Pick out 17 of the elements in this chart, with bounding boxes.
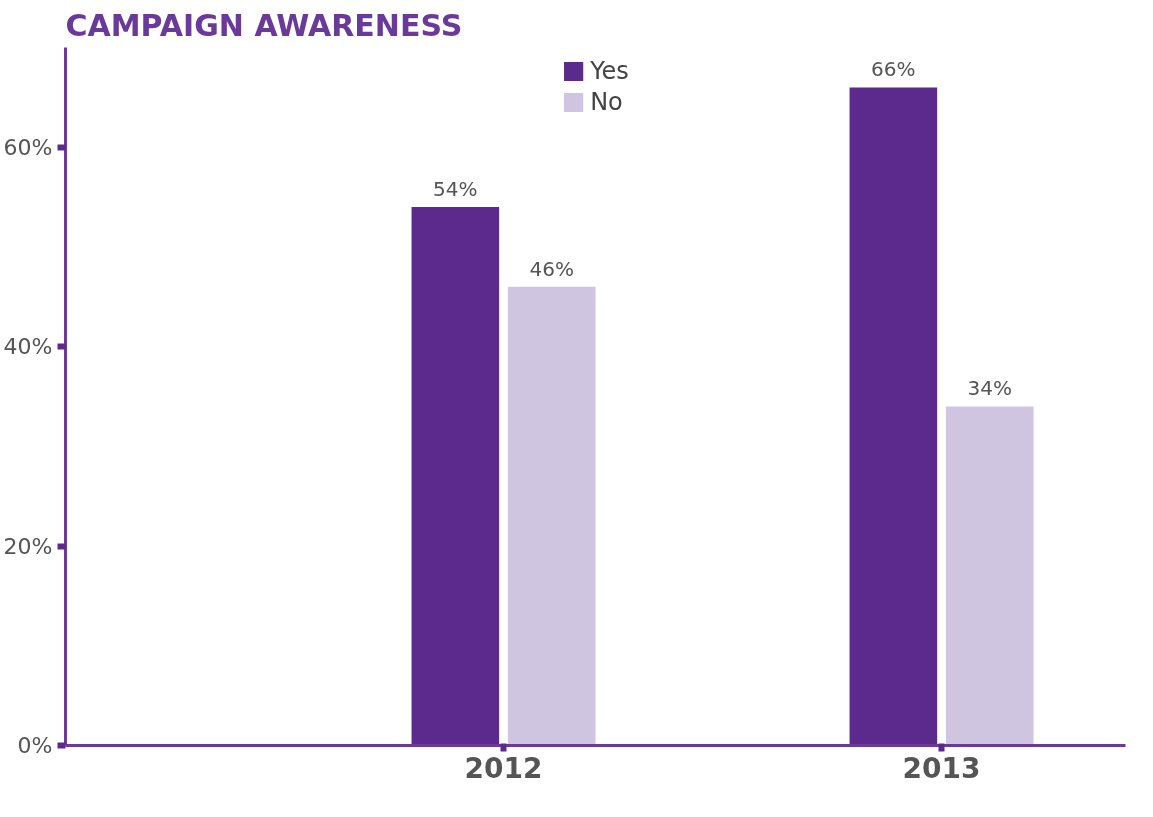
data-label: 66% [871, 57, 916, 82]
x-tick-label: 2012 [464, 751, 543, 785]
chart-title: CAMPAIGN AWARENESS [65, 7, 463, 43]
legend-label: Yes [590, 57, 629, 85]
y-tick-label: 60% [3, 134, 53, 160]
y-tick-label: 20% [3, 533, 53, 559]
bar [507, 286, 596, 746]
bar [849, 87, 938, 746]
y-tick-label: 40% [3, 334, 53, 360]
data-label: 54% [433, 177, 478, 202]
data-label: 46% [529, 256, 574, 281]
bar [945, 406, 1034, 746]
x-tick-label: 2013 [902, 751, 981, 785]
legend-label: No [590, 88, 623, 116]
bar [411, 207, 500, 746]
data-label: 34% [967, 376, 1012, 401]
y-tick-label: 0% [17, 733, 53, 758]
